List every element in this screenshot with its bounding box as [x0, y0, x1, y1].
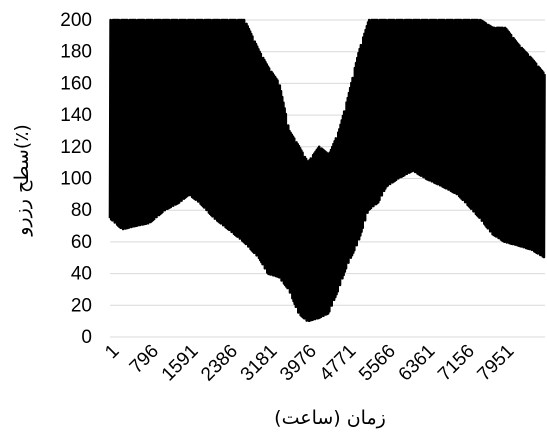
y-tick-label: 100: [60, 169, 92, 190]
y-tick-label: 20: [71, 295, 92, 316]
y-axis-title: سطح رزرو(٪): [11, 124, 33, 237]
x-tick-label: 1: [101, 341, 123, 363]
y-tick-label: 180: [60, 42, 92, 63]
x-tick-label: 7156: [434, 341, 479, 386]
y-tick-label: 60: [71, 232, 92, 253]
series-line: [108, 18, 546, 322]
x-tick-label: 7951: [474, 341, 519, 386]
y-axis-ticks: 0 20 40 60 80 100 120 140 160 180 200: [60, 10, 92, 348]
y-tick-label: 40: [71, 264, 92, 285]
x-tick-label: 4771: [316, 341, 361, 386]
x-tick-label: 796: [126, 341, 163, 378]
y-tick-label: 80: [71, 200, 92, 221]
x-tick-label: 6361: [395, 341, 440, 386]
y-tick-label: 160: [60, 73, 92, 94]
y-tick-label: 140: [60, 105, 92, 126]
x-tick-label: 3976: [276, 341, 321, 386]
x-axis-title: زمان (ساعت): [274, 407, 386, 429]
x-tick-label: 1591: [158, 341, 203, 386]
x-tick-label: 2386: [197, 341, 242, 386]
x-tick-label: 5566: [355, 341, 400, 386]
y-tick-label: 120: [60, 137, 92, 158]
y-tick-label: 0: [81, 327, 92, 348]
plot-area: [108, 18, 546, 322]
x-tick-label: 3181: [237, 341, 282, 386]
y-tick-label: 200: [60, 10, 92, 31]
